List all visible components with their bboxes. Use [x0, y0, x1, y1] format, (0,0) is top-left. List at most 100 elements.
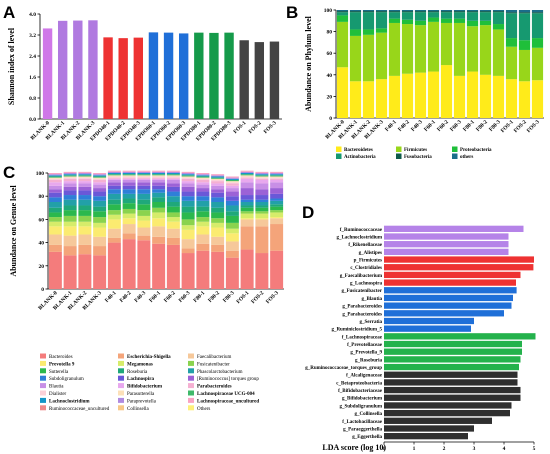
bar-segment [93, 174, 107, 176]
bar-segment [166, 183, 180, 187]
bar-segment [48, 217, 62, 222]
bar-segment [479, 25, 492, 75]
x-tick-label: F80-1 [193, 290, 207, 304]
legend-swatch [40, 353, 46, 359]
bar-segment [122, 178, 136, 180]
bar-segment [63, 176, 77, 178]
bar-segment [270, 177, 284, 179]
bar-segment [492, 24, 505, 30]
bar-segment [270, 176, 284, 178]
bar-segment [122, 179, 136, 183]
bar [384, 386, 521, 394]
legend-swatch [118, 405, 124, 411]
bar-segment [93, 175, 107, 177]
category-label: g_Alistipes [359, 251, 382, 256]
bar-segment [240, 218, 254, 220]
bar-segment [166, 170, 180, 172]
bar-segment [225, 185, 239, 189]
bar-segment [107, 214, 121, 220]
bar-segment [336, 11, 349, 13]
bar-segment [240, 178, 254, 183]
bar-segment [137, 185, 151, 190]
bar-segment [181, 191, 195, 197]
bar-segment [181, 253, 195, 289]
bar [384, 325, 471, 332]
bar [384, 302, 512, 309]
bar-segment [122, 224, 136, 234]
bar-segment [255, 171, 269, 173]
bar-segment [78, 190, 92, 196]
bar-segment [48, 207, 62, 213]
legend-label: Roseburia [127, 370, 148, 375]
bar-segment [255, 183, 269, 190]
bar-segment [440, 22, 453, 66]
bar-segment [93, 227, 107, 237]
bar-segment [414, 25, 427, 73]
bar-segment [349, 10, 362, 12]
bar [239, 40, 249, 119]
bar-segment [181, 200, 195, 207]
legend-label: Escherichia-Shigella [127, 355, 171, 360]
bar-segment [107, 228, 121, 238]
bar-segment [375, 10, 388, 12]
bar-segment [63, 195, 77, 200]
x-tick-label: 0 [383, 446, 386, 452]
bar-segment [240, 171, 254, 173]
bar-segment [196, 179, 210, 183]
bar-segment [166, 175, 180, 177]
legend-swatch [188, 353, 194, 359]
x-tick-label: F40-1 [104, 290, 118, 304]
bar-segment [427, 17, 440, 22]
legend-label: Lachnospiraceae UCG-004 [197, 392, 255, 397]
bar-segment [270, 179, 284, 183]
panel-letter-b: B [286, 3, 298, 22]
bar-segment [255, 173, 269, 175]
bar-segment [48, 251, 62, 289]
bar-segment [414, 20, 427, 26]
legend-label: Others [197, 407, 210, 412]
x-tick-label: F60-1 [148, 290, 162, 304]
bar [384, 417, 492, 424]
bar-segment [362, 34, 375, 82]
x-tick-label: F80-1 [462, 119, 476, 133]
bar-segment [427, 10, 440, 12]
bar-segment [255, 202, 269, 206]
bar-segment [181, 196, 195, 201]
bar-segment [78, 186, 92, 191]
bar-segment [362, 11, 375, 13]
bar-segment [240, 176, 254, 178]
bar [384, 310, 504, 317]
bar-segment [122, 174, 136, 176]
bar-segment [152, 176, 166, 178]
bar-segment [137, 179, 151, 183]
bar-segment [122, 171, 136, 173]
bar-segment [255, 195, 269, 200]
bar-segment [255, 205, 269, 208]
legend-swatch [118, 397, 124, 403]
legend-swatch [188, 390, 194, 396]
bar-segment [240, 199, 254, 202]
legend-label: Ruminococcaceae_uncultured [49, 407, 110, 412]
bar-segment [63, 205, 77, 211]
bar-segment [48, 185, 62, 190]
bar-segment [466, 12, 479, 21]
category-label: c_Betaproteobacteria [336, 381, 382, 386]
bar-segment [48, 175, 62, 177]
bar-segment [240, 211, 254, 214]
bar-segment [48, 212, 62, 218]
bar-segment [166, 206, 180, 213]
y-tick-label: 100 [324, 8, 333, 14]
x-tick-label: F60-2 [436, 119, 450, 133]
x-tick-label: 2 [443, 446, 446, 452]
bar-segment [107, 170, 121, 172]
legend-label: Sutterella [49, 370, 69, 375]
bar [224, 32, 234, 120]
bar-segment [48, 234, 62, 245]
bar-segment [225, 257, 239, 289]
legend-label: Blautia [49, 385, 64, 390]
bar-segment [63, 246, 77, 256]
bar-segment [255, 211, 269, 214]
bar-segment [137, 235, 151, 241]
bar-segment [166, 217, 180, 222]
bar [42, 28, 53, 119]
